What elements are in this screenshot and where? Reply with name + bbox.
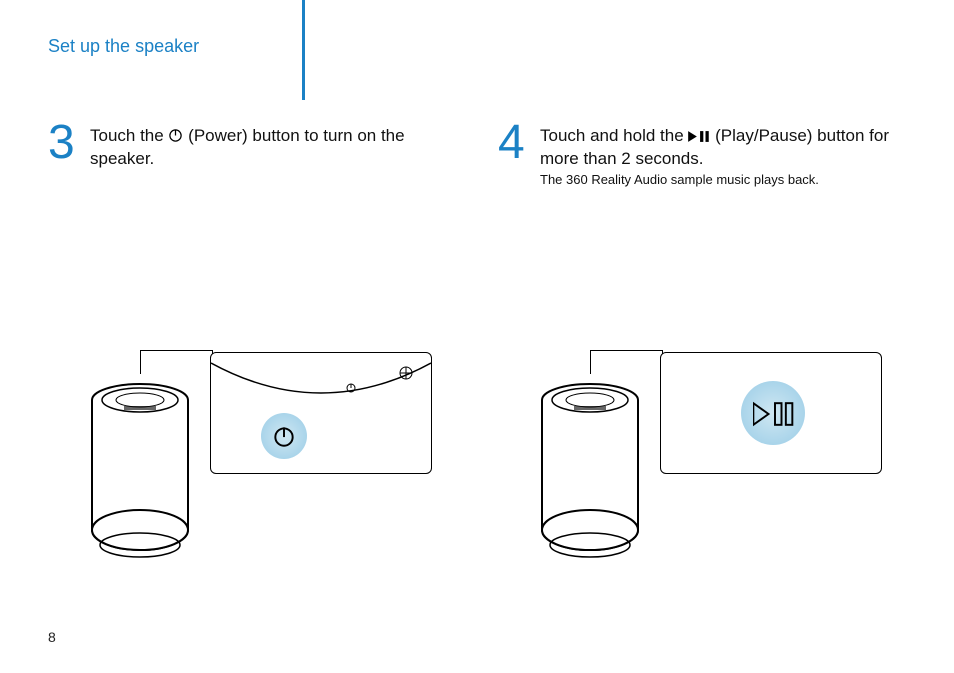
step-4-illustration [530,340,900,570]
step-4-subtext: The 360 Reality Audio sample music plays… [540,172,918,187]
speaker-drawing [80,370,200,570]
power-icon [271,423,297,449]
play-pause-icon [688,127,710,148]
callout-leader [140,350,141,374]
step-3-text: Touch the (Power) button to turn on the … [90,125,468,170]
callout-detail [211,353,431,473]
page-header: Set up the speaker [0,0,954,100]
step-3-text-before: Touch the [90,126,168,145]
callout-leader [590,350,591,374]
callout-leader [590,350,662,351]
callout-panel [210,352,432,474]
step-4-number: 4 [498,115,525,170]
callout-panel [660,352,882,474]
speaker-drawing [530,370,650,570]
step-3: 3 Touch the (Power) button to turn on th… [48,125,468,170]
step-4-text: Touch and hold the (Play/Pause) button f… [540,125,918,170]
step-4: 4 Touch and hold the (Play/Pause) button… [498,125,918,187]
step-3-illustration [80,340,450,570]
play-pause-icon [753,401,797,427]
page-number: 8 [48,629,56,645]
step-3-number: 3 [48,115,75,170]
callout-leader [140,350,212,351]
power-icon [168,127,183,148]
step-4-text-before: Touch and hold the [540,126,688,145]
header-divider [302,0,305,100]
section-title: Set up the speaker [48,36,199,57]
